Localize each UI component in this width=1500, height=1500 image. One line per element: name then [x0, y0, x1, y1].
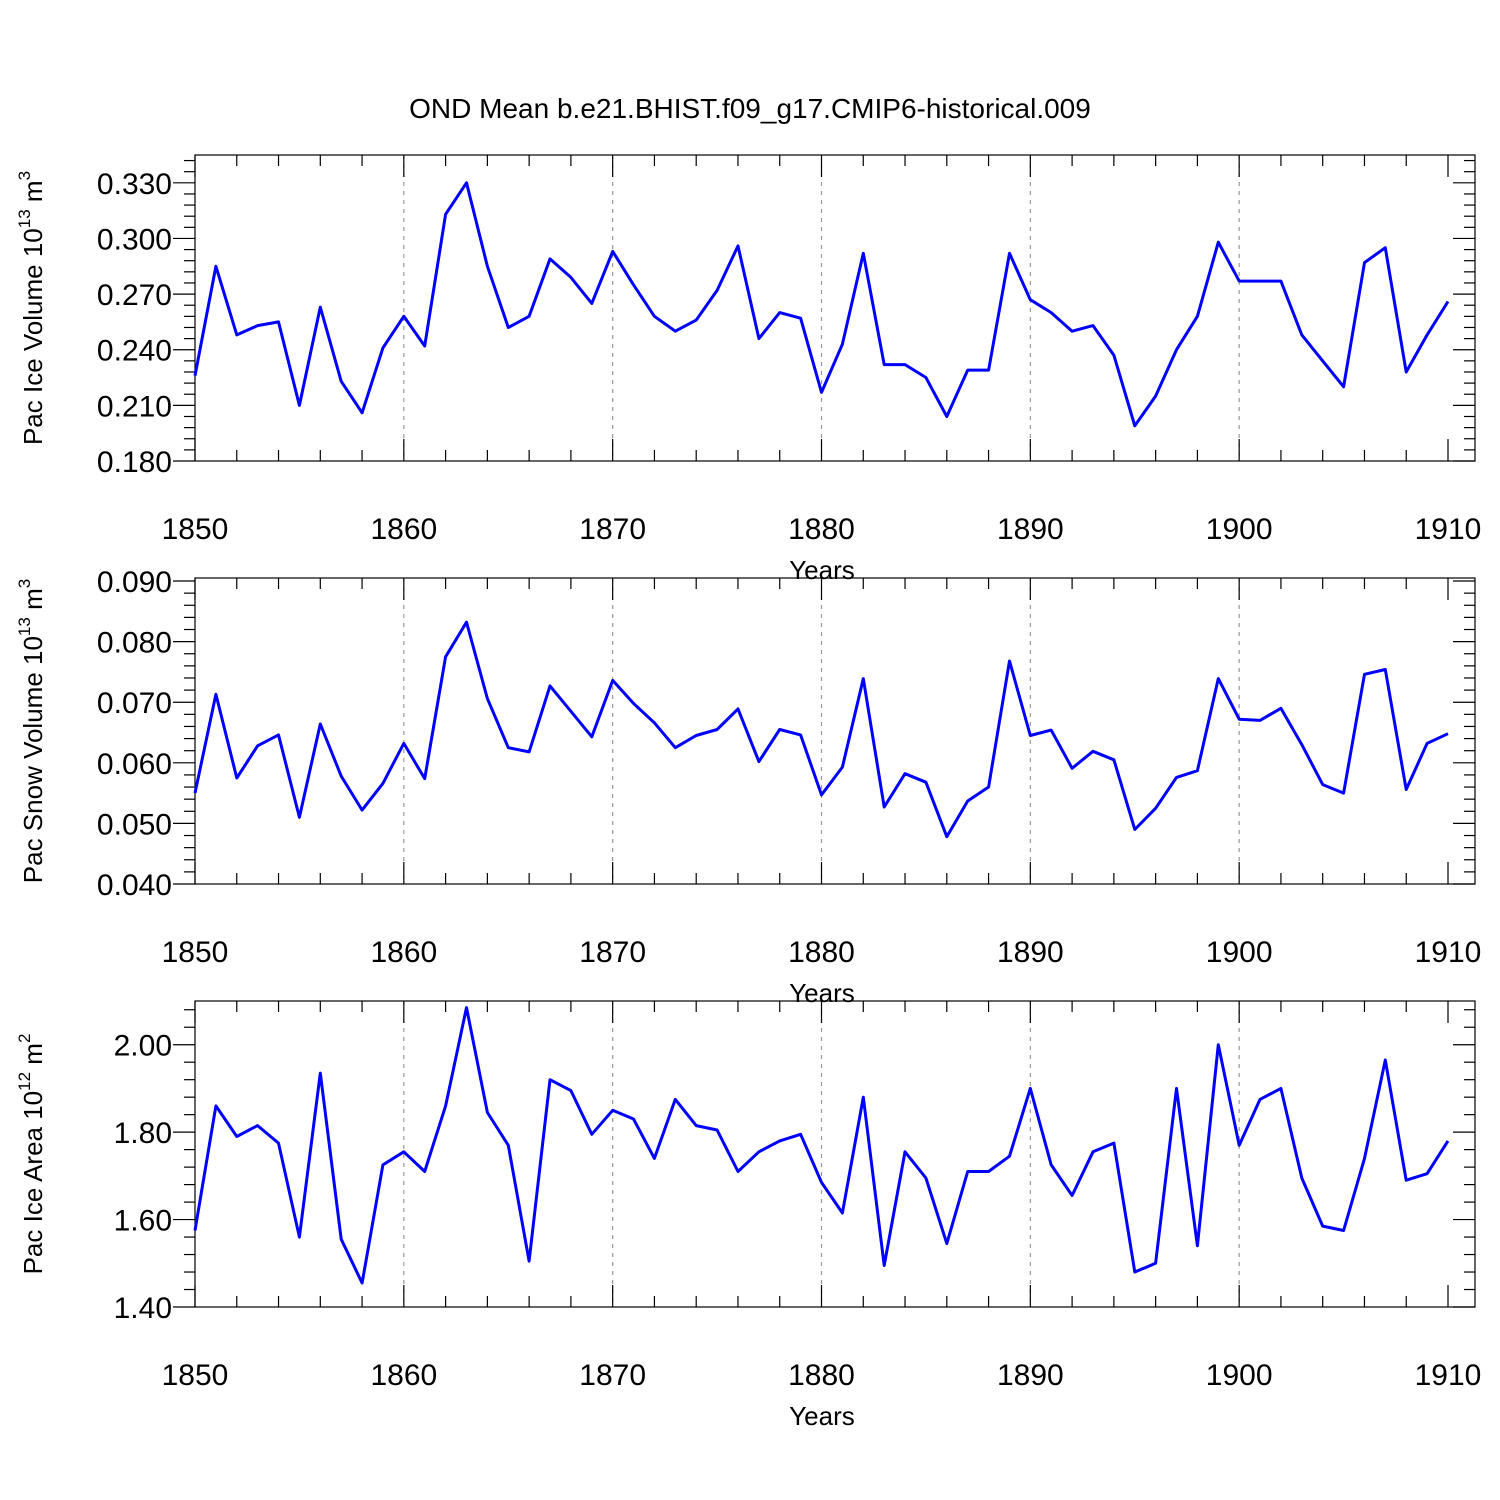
x-tick-label: 1910 [1415, 936, 1482, 969]
y-tick-label: 0.070 [97, 687, 172, 720]
x-tick-label: 1900 [1206, 513, 1273, 546]
y-tick-label: 0.080 [97, 627, 172, 660]
y-tick-label: 0.330 [97, 168, 172, 201]
y-tick-label: 0.210 [97, 390, 172, 423]
plot-frame [194, 577, 1476, 885]
plot-frame [194, 154, 1476, 462]
pac-ice-volume-panel: 1850 1860 1870 1880 1890 1900 1910Years0.1800.… [15, 154, 1482, 585]
x-tick-label: 1870 [579, 936, 646, 969]
y-tick-label: 0.050 [97, 808, 172, 841]
y-tick-label: 1.80 [114, 1117, 172, 1150]
x-axis-label: Years [789, 1401, 855, 1431]
y-tick-label: 0.060 [97, 748, 172, 781]
x-tick-label: 1910 [1415, 1359, 1482, 1392]
y-axis-label: Pac Ice Volume 1013 m3 [15, 171, 48, 445]
pac-snow-volume-panel: 1850 1860 1870 1880 1890 1900 1910Years0.0400.… [15, 566, 1481, 1008]
pac-ice-volume-series-line [193, 181, 1450, 428]
y-tick-label: 0.240 [97, 335, 172, 368]
y-tick-label: 0.300 [97, 223, 172, 256]
y-tick-label: 0.270 [97, 279, 172, 312]
x-tick-label: 1850 [162, 1359, 229, 1392]
y-tick-label: 0.180 [97, 446, 172, 479]
x-tick-label: 1890 [997, 1359, 1064, 1392]
x-tick-label: 1910 [1415, 513, 1482, 546]
pac-snow-volume-series-line [193, 620, 1449, 839]
y-tick-label: 0.090 [97, 566, 172, 599]
x-tick-label: 1850 [162, 936, 229, 969]
x-tick-label: 1900 [1206, 1359, 1273, 1392]
x-tick-label: 1850 [162, 513, 229, 546]
x-tick-label: 1860 [370, 513, 437, 546]
y-tick-label: 1.60 [114, 1205, 172, 1238]
x-tick-label: 1900 [1206, 936, 1273, 969]
x-tick-label: 1880 [788, 513, 855, 546]
chart-title: OND Mean b.e21.BHIST.f09_g17.CMIP6-histo… [409, 93, 1091, 124]
y-tick-label: 2.00 [114, 1030, 172, 1063]
x-tick-label: 1890 [997, 513, 1064, 546]
x-tick-label: 1860 [370, 1359, 437, 1392]
y-axis-label: Pac Snow Volume 1013 m3 [15, 579, 48, 883]
panels: 1850 1860 1870 1880 1890 1900 1910 Years 0.180 0.… [15, 154, 1482, 1431]
x-tick-label: 1880 [788, 1359, 855, 1392]
pac-ice-area-series-line [193, 1006, 1450, 1285]
pac-ice-area-panel: 1850 1860 1870 1880 1890 1900 1910 Years 1.40 1.6… [15, 1000, 1482, 1431]
x-tick-label: 1870 [579, 513, 646, 546]
y-tick-label: 1.40 [114, 1292, 172, 1325]
x-tick-label: 1870 [579, 1359, 646, 1392]
plot-frame [194, 1000, 1476, 1308]
x-tick-label: 1880 [788, 936, 855, 969]
x-tick-label: 1860 [370, 936, 437, 969]
y-axis-label: Pac Ice Area 1012 m2 [15, 1034, 48, 1275]
y-tick-label: 0.040 [97, 869, 172, 902]
x-tick-label: 1890 [997, 936, 1064, 969]
